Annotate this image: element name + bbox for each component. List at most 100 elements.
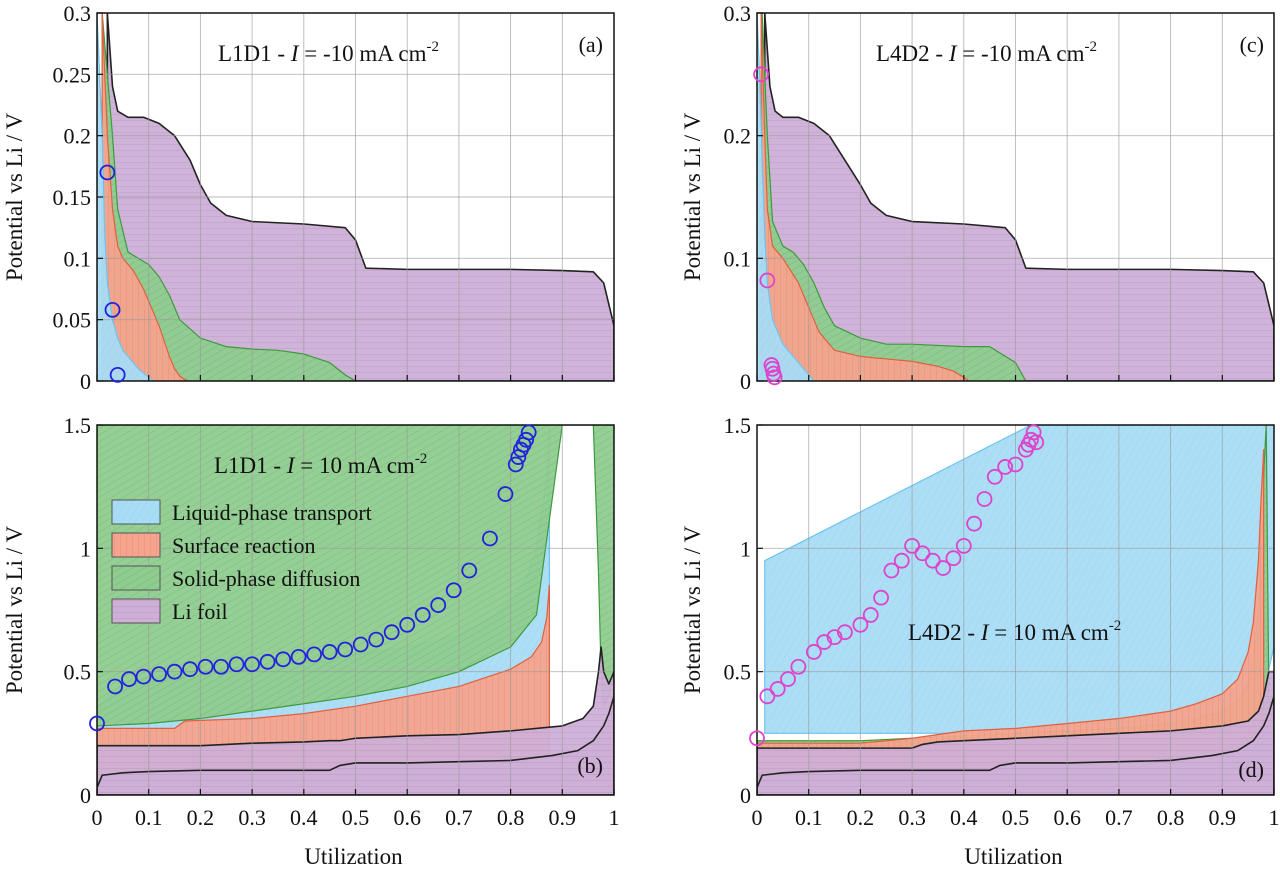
grid	[96, 12, 615, 382]
data-point	[518, 431, 535, 448]
legend-label: Li foil	[172, 599, 228, 624]
layer-li-foil-lower	[97, 695, 614, 795]
y-axis-label: Potential vs Li / V	[680, 112, 705, 281]
x-tick-label: 0.1	[795, 805, 823, 830]
panel-b: 0 0.5 1 1.5 0 0.1 0.2 0.3 0.4 0.5 0.6 0.7 0.8 0.9 1 Pot…	[2, 413, 620, 869]
x-tick-label: 0	[752, 805, 763, 830]
y-tick-label: 0.2	[724, 124, 752, 149]
data-point	[520, 424, 537, 441]
data-point	[213, 658, 229, 675]
data-point	[399, 616, 416, 633]
x-tick-label: 0	[92, 805, 103, 830]
data-point	[986, 468, 1003, 485]
data-point	[766, 369, 783, 386]
data-point	[352, 636, 369, 653]
x-tick-label: 0.5	[342, 805, 370, 830]
data-point	[430, 597, 447, 613]
x-tick-label: 0.4	[290, 805, 318, 830]
data-point	[507, 456, 524, 473]
panel-a: 0 0.05 0.1 0.15 0.2 0.25 0.3 Potential vs Li / …	[2, 1, 615, 394]
x-tick-label: 0.4	[950, 805, 978, 830]
data-point	[497, 486, 514, 502]
data-point	[151, 666, 167, 683]
data-point	[862, 607, 879, 623]
data-point	[790, 658, 807, 675]
title-text: = -10 mA cm	[957, 41, 1085, 66]
data-point	[461, 562, 478, 579]
data-point	[816, 634, 833, 650]
data-point	[769, 681, 786, 697]
data-point	[966, 515, 983, 532]
data-point	[759, 272, 776, 289]
x-tick-label: 0.3	[238, 805, 266, 830]
y-tick-label: 0.2	[64, 124, 92, 149]
data-point	[259, 653, 276, 670]
layer-liquid-phase-transport	[757, 13, 815, 381]
y-tick-label: 0.5	[64, 660, 92, 685]
data-point	[873, 589, 889, 606]
panel-letter: (c)	[1240, 32, 1264, 57]
data-point	[275, 651, 292, 668]
legend: Liquid-phase transport Surface reaction So…	[111, 499, 372, 624]
x-tick-label: 1	[609, 805, 620, 830]
x-tick-label: 1	[1269, 805, 1280, 830]
data-point	[445, 582, 462, 599]
x-tick-label: 0.8	[497, 805, 525, 830]
legend-swatch	[111, 598, 161, 624]
title-text: L4D2 -	[908, 620, 981, 645]
legend-label: Liquid-phase transport	[172, 500, 372, 525]
data-point	[852, 616, 869, 633]
data-point	[976, 491, 993, 507]
data-point	[321, 644, 338, 660]
data-point	[997, 459, 1014, 475]
data-point	[383, 624, 400, 641]
y-tick-label: 0.05	[53, 308, 92, 333]
y-tick-label: 0.15	[53, 185, 92, 210]
data-point	[482, 530, 498, 547]
data-point	[368, 631, 385, 648]
title-variable: I	[286, 453, 296, 478]
legend-label: Surface reaction	[172, 533, 316, 558]
x-tick-label: 0.5	[1002, 805, 1030, 830]
data-point	[883, 562, 900, 579]
data-point	[244, 656, 261, 673]
marker-series	[89, 424, 537, 732]
data-point	[780, 671, 796, 687]
layer-liquid-phase-transport	[764, 425, 1274, 734]
x-tick-label: 0.8	[1157, 805, 1185, 830]
title-superscript: -2	[1109, 618, 1122, 634]
y-axis-label: Potential vs Li / V	[2, 525, 27, 694]
y-tick-label: 0	[740, 783, 751, 808]
x-tick-label: 0.2	[187, 805, 215, 830]
data-point	[914, 545, 931, 562]
x-tick-label: 0.7	[445, 805, 473, 830]
y-tick-label: 0.3	[64, 1, 92, 26]
y-tick-label: 1.5	[724, 413, 752, 438]
panel-title: L4D2 - I = -10 mA cm-2	[876, 39, 1097, 66]
data-point	[749, 730, 765, 747]
marker-series	[749, 424, 1045, 747]
data-point	[893, 552, 910, 569]
area-layers	[757, 13, 1274, 381]
layer-li-foil	[97, 646, 614, 795]
data-point	[759, 688, 776, 705]
y-tick-label: 1	[80, 536, 91, 561]
data-point	[166, 663, 183, 680]
legend-swatch	[111, 499, 161, 525]
x-tick-label: 0.9	[1209, 805, 1237, 830]
data-point	[955, 537, 972, 554]
data-point	[182, 661, 198, 678]
title-text: L1D1 -	[218, 41, 291, 66]
marker-series	[99, 164, 126, 383]
data-point	[753, 66, 770, 83]
data-point	[104, 301, 121, 318]
y-tick-label: 0	[740, 369, 751, 394]
title-superscript: -2	[1084, 39, 1097, 55]
title-variable: I	[980, 620, 990, 645]
data-point	[228, 656, 245, 673]
layer-solid-phase-diffusion	[101, 13, 357, 381]
data-point	[1007, 456, 1024, 473]
panel-d: 0 0.5 1 1.5 0 0.1 0.2 0.3 0.4 0.5 0.6 0.7 0.8 0.9 1 Pot…	[680, 413, 1280, 869]
data-point	[805, 644, 822, 660]
legend-swatch	[111, 565, 161, 591]
